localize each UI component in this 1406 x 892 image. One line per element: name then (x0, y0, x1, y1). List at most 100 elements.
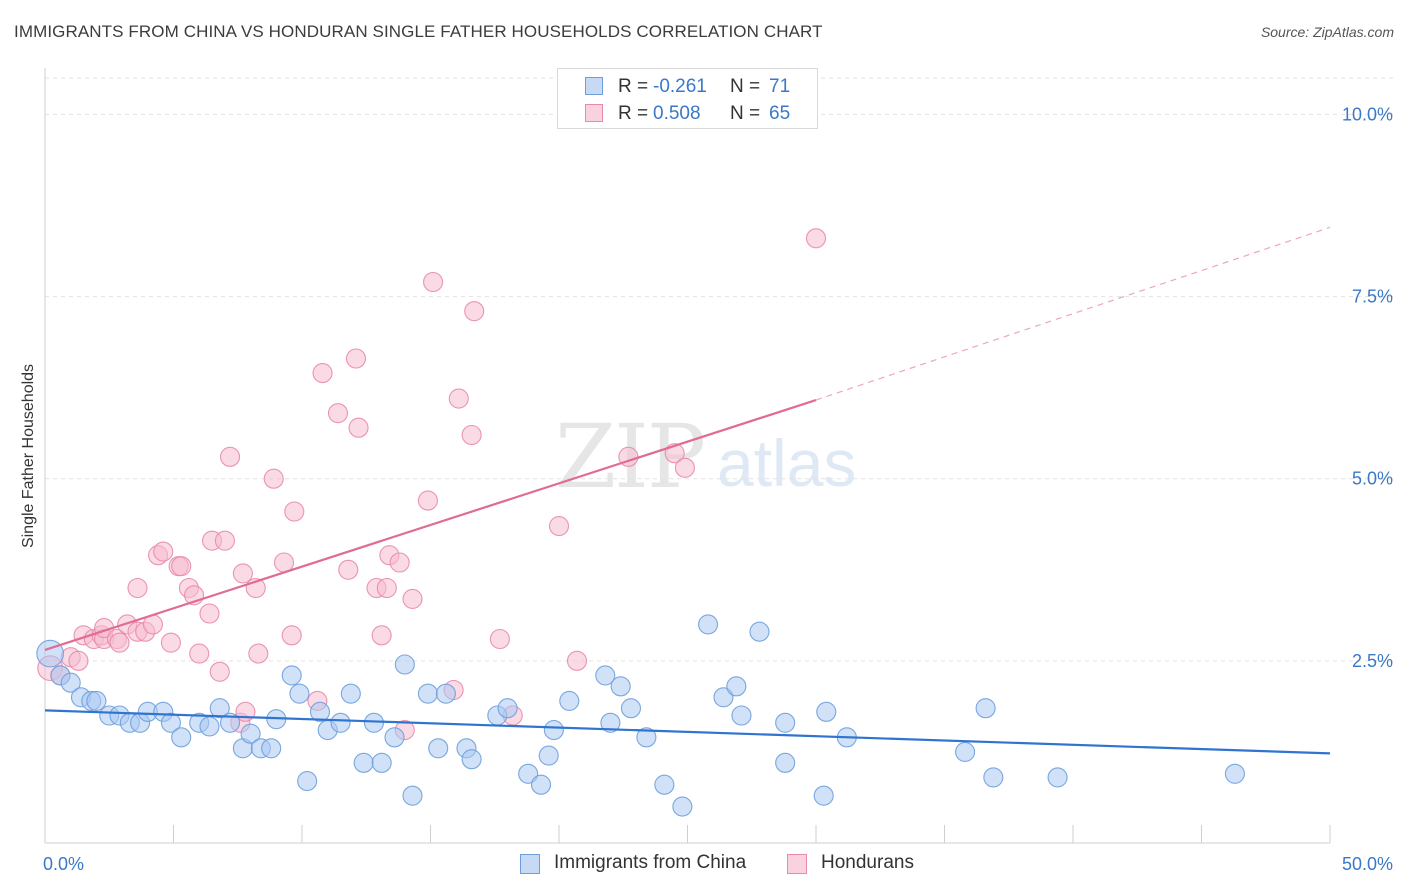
china-point (775, 752, 796, 773)
china-trend-line (44, 709, 1331, 755)
china-legend-swatch (520, 854, 540, 874)
china-point (654, 774, 675, 795)
china-point (371, 752, 392, 773)
china-point (353, 752, 374, 773)
chart-title: IMMIGRANTS FROM CHINA VS HONDURAN SINGLE… (14, 22, 823, 41)
honduran-point (674, 457, 695, 478)
china-point (1224, 763, 1245, 784)
china-point (518, 763, 539, 784)
honduran-point (171, 556, 192, 577)
china-point (713, 687, 734, 708)
china-point (171, 727, 192, 748)
china-point (330, 712, 351, 733)
china-point (672, 796, 693, 817)
honduran-point (312, 363, 333, 384)
honduran-point (209, 661, 230, 682)
r-value: -0.261 (653, 76, 707, 97)
china-point (309, 701, 331, 722)
china-point (538, 745, 559, 766)
china-point (731, 705, 752, 726)
honduran-point (417, 490, 438, 511)
china-point (620, 698, 642, 719)
honduran-trend-extension (815, 226, 1331, 401)
honduran-point (160, 632, 181, 653)
china-point (595, 665, 616, 686)
r-label: R = (618, 76, 649, 97)
honduran-point (489, 628, 510, 650)
china-point (461, 749, 482, 770)
honduran-trend-line (44, 398, 817, 651)
x-tick-label: 50.0% (1342, 854, 1393, 874)
china-point (402, 785, 423, 806)
china-point (160, 712, 181, 733)
y-tick-label: 7.5% (1352, 287, 1393, 307)
honduran-point (68, 650, 89, 671)
y-tick-label: 10.0% (1342, 104, 1393, 124)
honduran-point (548, 516, 570, 537)
honduran-point (199, 603, 220, 624)
china-point (240, 723, 261, 744)
china-point (289, 683, 310, 704)
honduran-point (338, 559, 359, 580)
china-point (698, 614, 719, 635)
honduran-point (402, 588, 423, 609)
honduran-point (263, 468, 284, 489)
n-label: N = (730, 103, 761, 124)
honduran-point (281, 625, 302, 646)
china-point (1047, 767, 1068, 788)
honduran-point (189, 643, 210, 664)
china-point (775, 712, 796, 733)
n-label: N = (730, 76, 761, 97)
stats-legend: R = -0.261 N = 71 R = 0.508 N = 65 (557, 68, 818, 129)
legend-label-honduran: Hondurans (821, 852, 914, 873)
y-tick-label: 2.5% (1352, 651, 1393, 671)
y-tick-label: 5.0% (1352, 469, 1393, 489)
china-point (261, 738, 282, 759)
china-point (726, 676, 747, 697)
honduran-point (423, 271, 444, 293)
x-tick-label: 0.0% (43, 854, 84, 874)
china-point (428, 738, 449, 759)
n-value: 71 (769, 76, 791, 97)
honduran-point (219, 446, 241, 467)
honduran-swatch (585, 104, 603, 122)
honduran-point (566, 650, 588, 671)
honduran-point (284, 501, 305, 522)
china-point (340, 683, 361, 704)
china-point (497, 698, 518, 719)
honduran-point (376, 577, 397, 599)
china-point (530, 774, 552, 795)
n-value: 65 (769, 103, 791, 124)
china-point (600, 712, 621, 733)
china-point (975, 698, 996, 719)
honduran-point (448, 388, 469, 409)
china-point (435, 683, 456, 704)
china-point (281, 665, 302, 686)
china-swatch (585, 77, 603, 95)
honduran-point (464, 301, 485, 322)
china-point (543, 720, 564, 741)
china-point (219, 712, 241, 733)
honduran-point (345, 348, 367, 369)
chart-source: Source: ZipAtlas.com (1260, 24, 1394, 40)
china-point (816, 701, 837, 722)
china-point (384, 727, 405, 748)
honduran-legend-swatch (787, 854, 807, 874)
china-point (559, 690, 580, 711)
honduran-point (371, 625, 392, 646)
china-point (297, 771, 318, 792)
watermark-atlas: atlas (717, 426, 857, 500)
china-point (417, 683, 438, 704)
honduran-point (214, 530, 235, 551)
china-point (813, 785, 834, 806)
china-point (394, 654, 415, 675)
china-point (636, 727, 657, 748)
honduran-point (805, 228, 827, 249)
honduran-point (461, 424, 482, 446)
china-point (86, 690, 107, 711)
china-point (209, 698, 230, 719)
honduran-point (327, 403, 349, 424)
honduran-point (389, 552, 410, 573)
china-point (363, 712, 385, 733)
